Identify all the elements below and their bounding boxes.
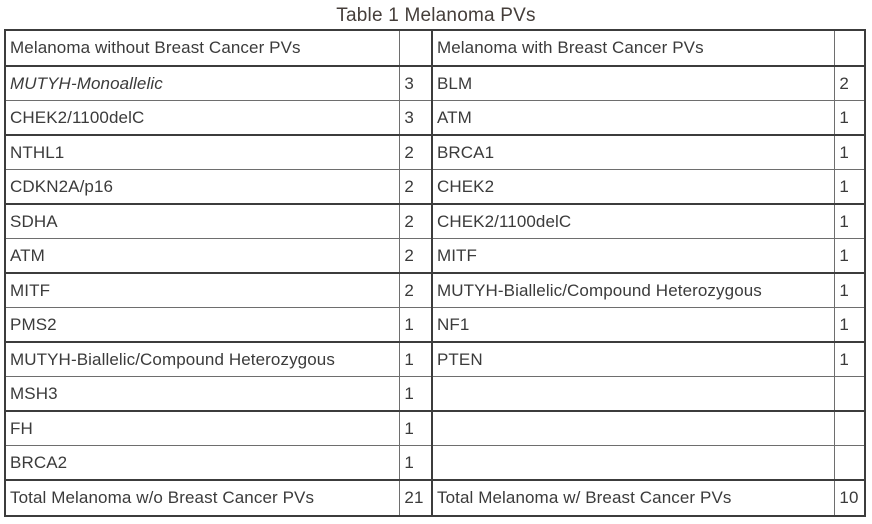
gene-cell-left: MUTYH-Biallelic/Compound Heterozygous xyxy=(4,341,401,377)
table-row: PMS2 1 NF1 1 xyxy=(4,307,866,343)
gene-cell-right: ATM xyxy=(430,100,836,136)
count-cell-right xyxy=(834,376,866,412)
count-cell-right: 1 xyxy=(834,100,866,136)
gene-cell-left: NTHL1 xyxy=(4,134,401,170)
count-cell-right: 1 xyxy=(834,341,866,377)
count-cell-left: 2 xyxy=(399,238,433,274)
table-row: NTHL1 2 BRCA1 1 xyxy=(4,134,866,170)
left-count-header-cell xyxy=(399,29,433,67)
right-total-count: 10 xyxy=(834,479,866,517)
count-cell-left: 2 xyxy=(399,272,433,308)
count-cell-right: 1 xyxy=(834,134,866,170)
gene-cell-left: CHEK2/1100delC xyxy=(4,100,401,136)
gene-cell-right: BLM xyxy=(430,65,836,101)
gene-cell-left: MSH3 xyxy=(4,376,401,412)
gene-cell-right xyxy=(430,410,836,446)
count-cell-left: 1 xyxy=(399,445,433,481)
left-total-count: 21 xyxy=(399,479,433,517)
count-cell-left: 1 xyxy=(399,341,433,377)
gene-cell-left: FH xyxy=(4,410,401,446)
count-cell-left: 1 xyxy=(399,410,433,446)
count-cell-left: 3 xyxy=(399,65,433,101)
count-cell-left: 1 xyxy=(399,307,433,343)
count-cell-left: 2 xyxy=(399,134,433,170)
gene-cell-left: MITF xyxy=(4,272,401,308)
table-body: MUTYH-Monoallelic 3 BLM 2 CHEK2/1100delC 3 ATM… xyxy=(4,65,866,481)
left-total-label: Total Melanoma w/o Breast Cancer PVs xyxy=(4,479,401,517)
gene-cell-right: MUTYH-Biallelic/Compound Heterozygous xyxy=(430,272,836,308)
count-cell-left: 3 xyxy=(399,100,433,136)
table-row: MUTYH-Monoallelic 3 BLM 2 xyxy=(4,65,866,101)
table-row: FH 1 xyxy=(4,410,866,446)
gene-cell-right: NF1 xyxy=(430,307,836,343)
gene-cell-right: CHEK2/1100delC xyxy=(430,203,836,239)
count-cell-right: 1 xyxy=(834,238,866,274)
left-section-header: Melanoma without Breast Cancer PVs xyxy=(4,29,401,67)
count-cell-left: 2 xyxy=(399,203,433,239)
table-row: CHEK2/1100delC 3 ATM 1 xyxy=(4,100,866,136)
count-cell-right: 1 xyxy=(834,203,866,239)
gene-cell-left: BRCA2 xyxy=(4,445,401,481)
count-cell-right xyxy=(834,445,866,481)
table-row: MSH3 1 xyxy=(4,376,866,412)
right-total-label: Total Melanoma w/ Breast Cancer PVs xyxy=(430,479,836,517)
melanoma-pv-table: Melanoma without Breast Cancer PVs Melan… xyxy=(4,29,866,517)
gene-cell-right: PTEN xyxy=(430,341,836,377)
gene-cell-left: MUTYH-Monoallelic xyxy=(4,65,401,101)
table-row: SDHA 2 CHEK2/1100delC 1 xyxy=(4,203,866,239)
count-cell-right xyxy=(834,410,866,446)
table-row: ATM 2 MITF 1 xyxy=(4,238,866,274)
table-header-row: Melanoma without Breast Cancer PVs Melan… xyxy=(4,29,866,67)
table-row: CDKN2A/p16 2 CHEK2 1 xyxy=(4,169,866,205)
count-cell-right: 1 xyxy=(834,272,866,308)
gene-cell-right: CHEK2 xyxy=(430,169,836,205)
gene-cell-left: SDHA xyxy=(4,203,401,239)
count-cell-left: 1 xyxy=(399,376,433,412)
table-row: BRCA2 1 xyxy=(4,445,866,481)
gene-cell-right xyxy=(430,376,836,412)
gene-cell-left: CDKN2A/p16 xyxy=(4,169,401,205)
count-cell-right: 1 xyxy=(834,307,866,343)
table-row: MITF 2 MUTYH-Biallelic/Compound Heterozygo… xyxy=(4,272,866,308)
gene-cell-left: ATM xyxy=(4,238,401,274)
gene-cell-left: PMS2 xyxy=(4,307,401,343)
gene-cell-right: BRCA1 xyxy=(430,134,836,170)
gene-cell-right: MITF xyxy=(430,238,836,274)
count-cell-right: 2 xyxy=(834,65,866,101)
count-cell-right: 1 xyxy=(834,169,866,205)
table-total-row: Total Melanoma w/o Breast Cancer PVs 21 … xyxy=(4,479,866,517)
gene-cell-right xyxy=(430,445,836,481)
count-cell-left: 2 xyxy=(399,169,433,205)
right-count-header-cell xyxy=(834,29,866,67)
table-row: MUTYH-Biallelic/Compound Heterozygous 1 PT… xyxy=(4,341,866,377)
right-section-header: Melanoma with Breast Cancer PVs xyxy=(430,29,836,67)
table-caption: Table 1 Melanoma PVs xyxy=(336,5,536,26)
